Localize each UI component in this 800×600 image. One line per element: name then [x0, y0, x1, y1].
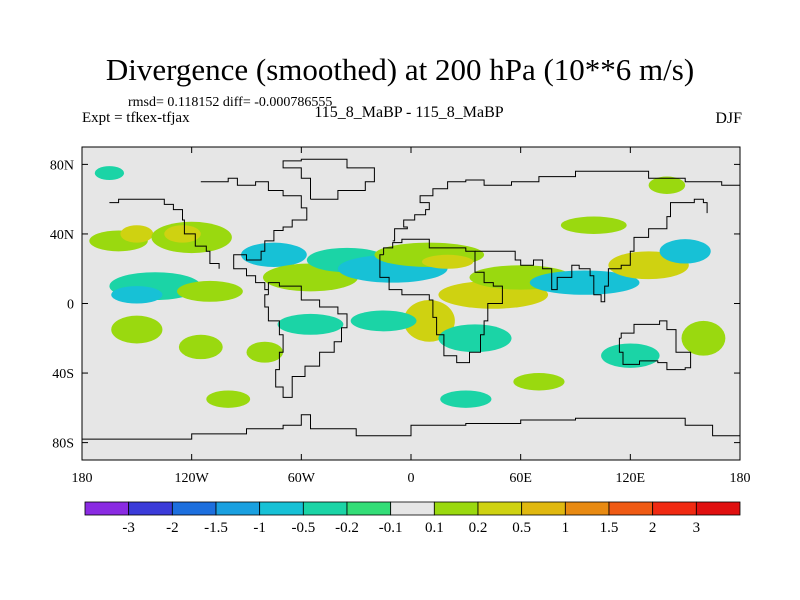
colorbar-label: -0.1 — [379, 520, 403, 536]
divergence-contour — [241, 242, 307, 267]
x-tick-label: 180 — [72, 471, 93, 486]
expt-line: Expt = tfkex-tfjax — [82, 110, 190, 126]
divergence-contour — [440, 390, 492, 408]
colorbar-swatch — [259, 501, 304, 516]
divergence-contour — [94, 166, 125, 181]
divergence-contour — [178, 334, 223, 360]
colorbar-label: -3 — [122, 520, 135, 536]
divergence-contour — [350, 310, 417, 332]
divergence-contour — [659, 239, 711, 264]
colorbar-swatch — [521, 501, 566, 516]
x-tick-label: 60W — [288, 471, 316, 486]
coastline — [200, 177, 308, 295]
divergence-contour — [246, 341, 284, 363]
colorbar-swatch — [128, 501, 173, 516]
stats-line: rmsd= 0.118152 diff= -0.000786555 — [128, 95, 333, 110]
divergence-contour — [513, 373, 565, 391]
divergence-contour — [421, 254, 474, 269]
coastline — [379, 238, 503, 364]
divergence-contour — [648, 176, 686, 194]
divergence-contour — [601, 343, 660, 368]
coastline — [264, 282, 348, 398]
coastline — [82, 414, 740, 440]
x-tick-label: 120E — [616, 471, 646, 486]
plot-title: Divergence (smoothed) at 200 hPa (10**6 … — [105, 52, 695, 87]
season-label: DJF — [715, 110, 742, 127]
colorbar: -3 -2 -1.5 -1 -0.5 -0.2 -0.1 0.1 0.2 0.5 1 1.5 2 3 — [84, 501, 741, 536]
coastlines — [82, 158, 740, 440]
divergence-contour — [277, 313, 344, 335]
colorbar-swatch — [433, 501, 479, 516]
colorbar-swatch — [390, 501, 435, 516]
colorbar-label: -1 — [253, 520, 266, 536]
divergence-contour — [111, 315, 163, 344]
coastline — [475, 198, 708, 303]
colorbar-label: 0.2 — [469, 520, 488, 536]
y-tick-label: 80S — [52, 437, 74, 452]
coastline — [618, 320, 692, 371]
colorbar-swatch — [695, 501, 741, 516]
map-background — [82, 147, 740, 460]
colorbar-swatch — [652, 501, 697, 516]
colorbar-label: -1.5 — [204, 520, 228, 536]
colorbar-label: 1 — [562, 520, 570, 536]
colorbar-label: 3 — [693, 520, 701, 536]
colorbar-label: -0.5 — [291, 520, 315, 536]
divergence-field — [89, 166, 726, 408]
colorbar-label: 2 — [649, 520, 657, 536]
colorbar-swatch — [477, 501, 523, 516]
colorbar-swatch — [215, 501, 261, 516]
colorbar-swatch — [84, 501, 130, 516]
colorbar-label: 0.1 — [425, 520, 444, 536]
colorbar-label: 0.5 — [512, 520, 531, 536]
map-axes: 180 120W 60W 0 60E 120E 180 80N 40N 0 40S 80S — [50, 147, 751, 486]
x-tick-label: 0 — [408, 471, 415, 486]
coastline — [282, 158, 375, 200]
divergence-contour — [120, 225, 154, 243]
y-tick-label: 40N — [50, 228, 74, 243]
colorbar-label: -2 — [166, 520, 179, 536]
colorbar-swatch — [346, 501, 392, 516]
divergence-contour — [403, 300, 455, 342]
divergence-contour — [438, 324, 512, 353]
colorbar-swatch — [608, 501, 654, 516]
divergence-contour — [111, 286, 163, 304]
colorbar-swatch — [302, 501, 348, 516]
x-tick-label: 120W — [175, 471, 210, 486]
y-tick-label: 0 — [67, 298, 74, 313]
divergence-contour — [164, 225, 201, 243]
divergence-contour — [177, 280, 243, 302]
x-tick-label: 180 — [730, 471, 751, 486]
divergence-contour — [681, 320, 726, 356]
map-panel — [81, 146, 741, 461]
colorbar-swatch — [171, 501, 217, 516]
colorbar-label: 1.5 — [600, 520, 619, 536]
colorbar-label: -0.2 — [335, 520, 359, 536]
coastline — [109, 198, 220, 269]
divergence-contour — [560, 216, 627, 234]
case-line: 115_8_MaBP - 115_8_MaBP — [314, 104, 504, 121]
y-tick-label: 40S — [52, 367, 74, 382]
colorbar-swatch — [564, 501, 610, 516]
coastline — [392, 170, 740, 242]
y-tick-label: 80N — [50, 158, 74, 173]
x-tick-label: 60E — [509, 471, 532, 486]
divergence-contour — [206, 390, 251, 408]
